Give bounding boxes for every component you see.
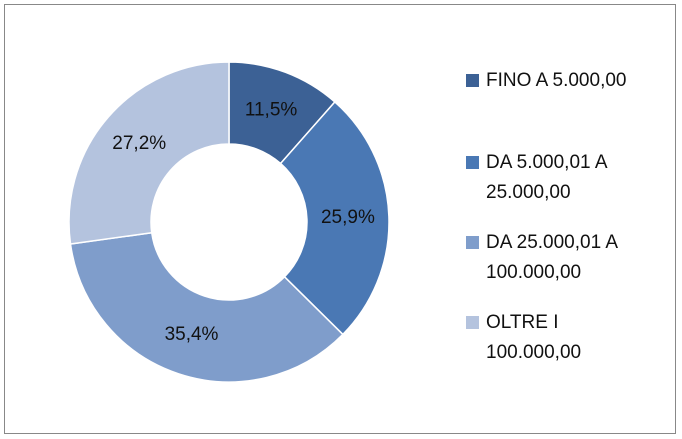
data-label: 27,2%	[112, 133, 166, 154]
legend-swatch	[466, 156, 479, 169]
legend-label: DA 5.000,01 A 25.000,00	[486, 152, 607, 203]
legend-item: FINO A 5.000,00	[466, 68, 666, 96]
legend-label: FINO A 5.000,00	[486, 70, 627, 91]
data-label: 25,9%	[321, 207, 375, 228]
data-label: 11,5%	[245, 100, 298, 121]
legend-item: OLTRE I 100.000,00	[466, 310, 666, 368]
data-label: 35,4%	[165, 324, 219, 345]
donut-slice	[279, 100, 390, 336]
legend-label: OLTRE I 100.000,00	[486, 312, 582, 363]
legend-swatch	[466, 316, 479, 329]
donut-slice	[68, 61, 230, 245]
legend-swatch	[466, 236, 479, 249]
legend-swatch	[466, 74, 479, 87]
legend-item: DA 5.000,01 A 25.000,00	[466, 150, 666, 208]
donut-slice	[69, 231, 344, 383]
legend-item: DA 25.000,01 A 100.000,00	[466, 230, 666, 288]
chart-border	[4, 4, 676, 434]
legend-label: DA 25.000,01 A 100.000,00	[486, 232, 618, 283]
